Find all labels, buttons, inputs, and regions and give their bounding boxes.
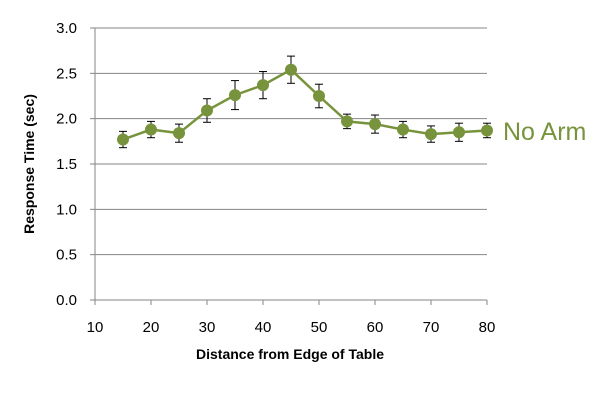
tick-labels: 0.0 0.5 1.0 1.5 2.0 2.5 3.0 10 20 30 40 50 60 70 80 [56, 20, 495, 336]
x-tick-label: 50 [311, 319, 328, 336]
y-tick-label: 0.0 [56, 292, 77, 309]
y-tick-label: 1.5 [56, 156, 77, 173]
x-tick-label: 40 [255, 319, 272, 336]
x-tick-label: 20 [143, 319, 160, 336]
data-point [257, 79, 269, 92]
data-point [285, 63, 297, 76]
x-tick-label: 80 [479, 319, 496, 336]
y-tick-label: 3.0 [56, 20, 77, 37]
x-tick-label: 60 [367, 319, 384, 336]
y-tick-label: 2.5 [56, 65, 77, 82]
y-tick-label: 1.0 [56, 201, 77, 218]
y-axis-title: Response Time (sec) [21, 94, 37, 234]
y-tick-label: 2.0 [56, 111, 77, 128]
series-label-no-arm: No Arm [503, 118, 586, 146]
data-point [481, 124, 493, 137]
data-point [341, 115, 353, 128]
x-tick-label: 30 [199, 319, 216, 336]
series-layer [117, 63, 493, 146]
x-tick-label: 70 [423, 319, 440, 336]
data-point [397, 123, 409, 136]
data-point [229, 89, 241, 102]
data-point [369, 118, 381, 131]
data-point [425, 128, 437, 141]
data-point [201, 104, 213, 117]
x-axis-title: Distance from Edge of Table [196, 346, 384, 362]
data-point [313, 90, 325, 102]
data-point [453, 126, 465, 139]
data-point [145, 123, 157, 136]
axes [90, 27, 488, 305]
data-point [173, 127, 185, 140]
x-tick-label: 10 [87, 319, 104, 336]
y-tick-label: 0.5 [56, 247, 77, 264]
data-point [117, 133, 129, 146]
